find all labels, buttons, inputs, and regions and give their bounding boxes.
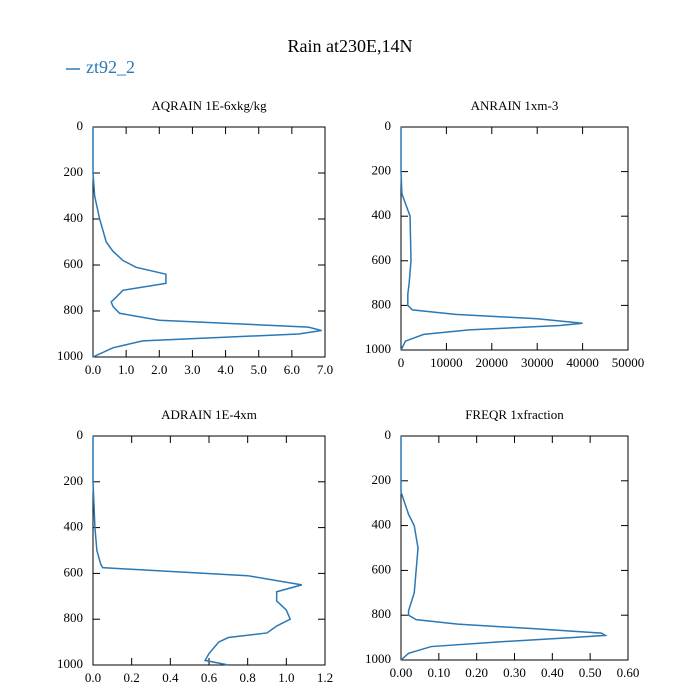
y-tick-label: 0 [385,118,392,133]
x-tick-label: 1.2 [317,670,333,685]
x-tick-label: 10000 [430,355,463,370]
plot-frame [400,435,629,661]
x-tick-label: 0.0 [85,362,101,377]
y-tick-label: 800 [64,302,84,317]
x-tick-label: 30000 [521,355,554,370]
y-tick-label: 200 [64,473,84,488]
y-tick-label: 600 [372,561,392,576]
x-tick-label: 50000 [612,355,645,370]
y-tick-label: 200 [372,163,392,178]
x-tick-label: 0 [398,355,405,370]
x-tick-label: 0.50 [579,665,602,680]
x-tick-label: 2.0 [151,362,167,377]
profile-line [92,127,322,358]
x-tick-label: 0.10 [427,665,450,680]
x-tick-label: 0.4 [162,670,179,685]
y-tick-label: 1000 [365,341,391,356]
y-tick-label: 1000 [57,348,83,363]
panel-title: FREQR 1xfraction [465,407,564,422]
x-tick-label: 0.60 [617,665,640,680]
plot-frame [400,126,629,351]
x-tick-label: 0.20 [465,665,488,680]
plot-frame [92,435,326,666]
x-tick-label: 0.00 [390,665,413,680]
y-tick-label: 200 [64,164,84,179]
x-tick-label: 0.2 [124,670,140,685]
y-tick-label: 800 [372,606,392,621]
y-tick-label: 600 [64,564,84,579]
panel-title: ADRAIN 1E-4xm [161,407,257,422]
y-tick-label: 400 [372,207,392,222]
legend-label: zt92_2 [86,57,135,77]
x-tick-label: 1.0 [118,362,134,377]
x-tick-label: 20000 [476,355,509,370]
y-tick-label: 0 [77,427,84,442]
y-tick-label: 600 [64,256,84,271]
x-tick-label: 0.40 [541,665,564,680]
x-tick-label: 40000 [566,355,599,370]
profile-line [400,436,608,661]
x-tick-label: 1.0 [278,670,294,685]
x-tick-label: 7.0 [317,362,333,377]
x-tick-label: 6.0 [284,362,300,377]
y-tick-label: 1000 [365,651,391,666]
x-tick-label: 4.0 [217,362,233,377]
y-tick-label: 600 [372,252,392,267]
x-tick-label: 0.6 [201,670,218,685]
profile-line [92,436,302,666]
y-tick-label: 0 [385,427,392,442]
x-tick-label: 3.0 [184,362,200,377]
x-tick-label: 0.0 [85,670,101,685]
y-tick-label: 800 [372,296,392,311]
y-tick-label: 400 [64,210,84,225]
panel-title: AQRAIN 1E-6xkg/kg [151,98,267,113]
y-tick-label: 400 [372,517,392,532]
y-tick-label: 800 [64,610,84,625]
figure-title: Rain at230E,14N [288,36,413,56]
x-tick-label: 0.30 [503,665,526,680]
x-tick-label: 5.0 [251,362,267,377]
profile-line [400,127,583,351]
y-tick-label: 200 [372,472,392,487]
x-tick-label: 0.8 [240,670,256,685]
y-tick-label: 400 [64,519,84,534]
y-tick-label: 1000 [57,656,83,671]
plot-frame [92,126,326,358]
y-tick-label: 0 [77,118,84,133]
panel-title: ANRAIN 1xm-3 [471,98,559,113]
